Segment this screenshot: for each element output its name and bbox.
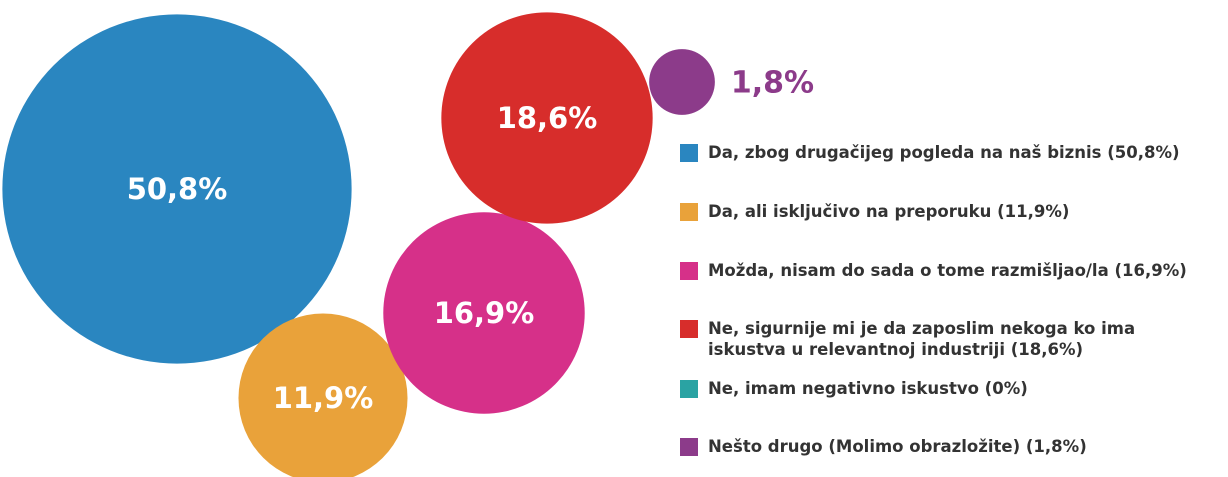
legend-label: Ne, sigurnije mi je da zaposlim nekoga k…: [708, 319, 1136, 359]
legend-label: Nešto drugo (Molimo obrazložite) (1,8%): [708, 437, 1087, 456]
legend-swatch: [680, 320, 698, 338]
legend-label: Da, ali isključivo na preporuku (11,9%): [708, 202, 1070, 221]
legend-label: Ne, imam negativno iskustvo (0%): [708, 379, 1028, 398]
legend-entry: Ne, imam negativno iskustvo (0%): [680, 378, 1220, 399]
legend-entry: Možda, nisam do sada o tome razmišljao/l…: [680, 260, 1220, 281]
legend-swatch: [680, 262, 698, 280]
legend-label: Možda, nisam do sada o tome razmišljao/l…: [708, 261, 1187, 280]
bubble: [2, 14, 352, 364]
legend-label: Da, zbog drugačijeg pogleda na naš bizni…: [708, 143, 1180, 162]
bubble: [441, 12, 653, 224]
legend-swatch: [680, 380, 698, 398]
bubble: [238, 313, 408, 477]
value-label: 1,8%: [731, 66, 814, 101]
legend-entry: Da, zbog drugačijeg pogleda na naš bizni…: [680, 142, 1220, 163]
legend-entry: Nešto drugo (Molimo obrazložite) (1,8%): [680, 436, 1220, 457]
value-label: 11,9%: [273, 381, 374, 415]
legend-swatch: [680, 438, 698, 456]
legend-swatch: [680, 144, 698, 162]
legend-entry: Da, ali isključivo na preporuku (11,9%): [680, 201, 1220, 222]
bubble: [383, 212, 585, 414]
value-label: 50,8%: [127, 172, 228, 206]
value-label: 18,6%: [497, 101, 598, 135]
legend-swatch: [680, 203, 698, 221]
legend-entry: Ne, sigurnije mi je da zaposlim nekoga k…: [680, 318, 1220, 360]
bubble: [649, 49, 715, 115]
value-label: 16,9%: [434, 296, 535, 330]
